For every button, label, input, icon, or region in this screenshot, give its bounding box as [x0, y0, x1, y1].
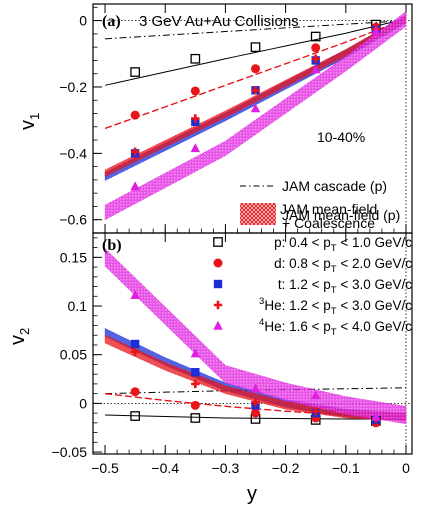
panel-a-axes: 0 −0.2 −0.4 −0.6: [59, 3, 413, 234]
panel-b-ytick-label-4: −0.05: [52, 444, 88, 460]
panel-b-point-3He-0: [130, 347, 140, 356]
panel-b-ytick-label-2: 0.05: [60, 347, 87, 363]
panel-a-point-p-2: [250, 42, 261, 52]
centrality-label: 10-40%: [317, 129, 365, 145]
panel-a-point-d-0: [130, 110, 140, 120]
panel-a-ytick-label-0: 0: [79, 13, 87, 29]
panel-a-point-d-2: [251, 64, 261, 74]
panel-a-point-p-0: [130, 67, 140, 77]
panel-a-point-3He-1: [191, 114, 200, 123]
panel-a-point-4He-1: [190, 143, 201, 153]
panel-b-ytick-label-0: 0.15: [60, 249, 87, 265]
legend-marker-0: [213, 237, 223, 247]
panel-a-labels: (a) 3 GeV Au+Au Collisions 10-40% v1 JAM…: [17, 13, 400, 231]
panel-b-v2: 0.15 0.1 0.05 0 −0.05−0.5 −0.4 −0.3 −0.2 −0.1 0 (…: [7, 232, 413, 505]
panel-b-point-t-1: [191, 368, 200, 377]
panel-b-ylabel: v2: [7, 328, 32, 345]
panel-b-point-4He-4: [371, 411, 381, 421]
panel-a-point-p-1: [190, 53, 201, 64]
panel-b-point-d-2: [251, 408, 261, 418]
legend-coalescence-swatch: [240, 203, 276, 225]
legend-label-1: d: 0.8 < pT < 2.0 GeV/c: [274, 256, 412, 275]
panel-b-point-p-1: [190, 413, 201, 423]
legend-marker-2: [213, 279, 223, 289]
legend-marker-4: [213, 320, 223, 330]
panel-b-point-4He-0: [130, 290, 140, 300]
x-tick-label-1: −0.4: [151, 460, 179, 476]
x-axis-label: y: [247, 483, 257, 505]
panel-b-axes: 0.15 0.1 0.05 0 −0.05−0.5 −0.4 −0.3 −0.2 −0.1 0: [52, 232, 413, 476]
legend-label-4: 4He: 1.6 < pT < 4.0 GeV/c: [259, 317, 412, 338]
panel-a-model-band-5: [104, 11, 407, 221]
panel-b-point-d-0: [130, 387, 140, 397]
panel-a-ytick-label-3: −0.6: [59, 212, 87, 228]
panel-b-point-d-1: [190, 400, 200, 410]
panel-a-ytick-label-2: −0.4: [59, 145, 87, 161]
panel-a-v1: 0 −0.2 −0.4 −0.6 (a) 3 GeV Au+Au Collisions…: [17, 3, 413, 234]
panel-a-model-band-4: [104, 15, 407, 178]
panel-a-point-3He-2: [251, 86, 260, 95]
panel-b-point-3He-1: [191, 379, 200, 389]
panel-b-tag: (b): [102, 237, 122, 254]
panel-a-ylabel: v1: [17, 113, 42, 130]
x-tick-label-0: −0.5: [91, 460, 119, 476]
legend-coalescence-label: JAM mean-field: [280, 201, 377, 217]
legend-meanfield-label: JAM mean-field (p): [282, 207, 400, 223]
panel-a-point-d-3: [311, 43, 321, 53]
legend-coalescence-label-2: + Coalescence: [282, 215, 375, 231]
panel-b-point-t-0: [130, 339, 140, 349]
x-tick-label-4: −0.1: [332, 460, 360, 476]
panel-a-model-curves: [93, 4, 412, 233]
x-tick-label-2: −0.3: [212, 460, 240, 476]
panel-a-point-4He-2: [250, 103, 261, 113]
panel-a-model-line-2: [104, 18, 407, 130]
panel-b-labels: (b) v2 y p: 0.4 < pT < 1.0 GeV/c d: 0.8 <…: [7, 235, 412, 505]
legend-label-3: 3He: 1.2 < pT < 3.0 GeV/c: [259, 296, 412, 317]
panel-b-ytick-label-1: 0.1: [68, 298, 88, 314]
panel-a-point-4He-4: [371, 26, 381, 35]
panel-a-model-legend: JAM cascade (p) JAM mean-field (p) JAM m…: [240, 178, 400, 231]
panel-b-point-3He-3: [311, 406, 320, 416]
panel-b-point-4He-3: [310, 390, 321, 400]
panel-a-ytick-label-1: −0.2: [59, 79, 87, 95]
panel-a-title: 3 GeV Au+Au Collisions: [139, 13, 299, 30]
panel-a-point-4He-3: [310, 64, 321, 74]
legend-marker-3: [213, 300, 223, 310]
legend-label-2: t: 1.2 < pT < 3.0 GeV/c: [278, 277, 412, 296]
panel-a-point-p-3: [310, 31, 321, 42]
x-tick-label-3: −0.2: [272, 460, 300, 476]
panel-a-tag: (a): [102, 13, 121, 30]
panel-b-point-p-0: [130, 411, 140, 421]
x-tick-label-5: 0: [402, 460, 410, 476]
panel-a-point-d-1: [190, 86, 200, 96]
legend-cascade-label: JAM cascade (p): [282, 178, 387, 194]
panel-b-legend: p: 0.4 < pT < 1.0 GeV/c d: 0.8 < pT < 2.0…: [213, 235, 412, 338]
legend-label-0: p: 0.4 < pT < 1.0 GeV/c: [274, 235, 412, 254]
panel-a-point-3He-3: [311, 54, 320, 63]
panel-b-data-points: [130, 290, 381, 428]
panel-b-point-3He-2: [251, 398, 260, 407]
panel-a-point-3He-0: [130, 147, 140, 156]
panel-a-point-4He-0: [130, 181, 140, 191]
panel-b-point-4He-2: [250, 383, 261, 393]
panel-b-frame: [92, 232, 413, 455]
panel-b-ytick-label-3: 0: [79, 395, 87, 411]
panel-a-data-points: [130, 19, 381, 191]
panel-b-point-4He-1: [190, 348, 201, 358]
legend-marker-1: [213, 258, 223, 268]
panel-a-model-line-0: [105, 20, 407, 40]
